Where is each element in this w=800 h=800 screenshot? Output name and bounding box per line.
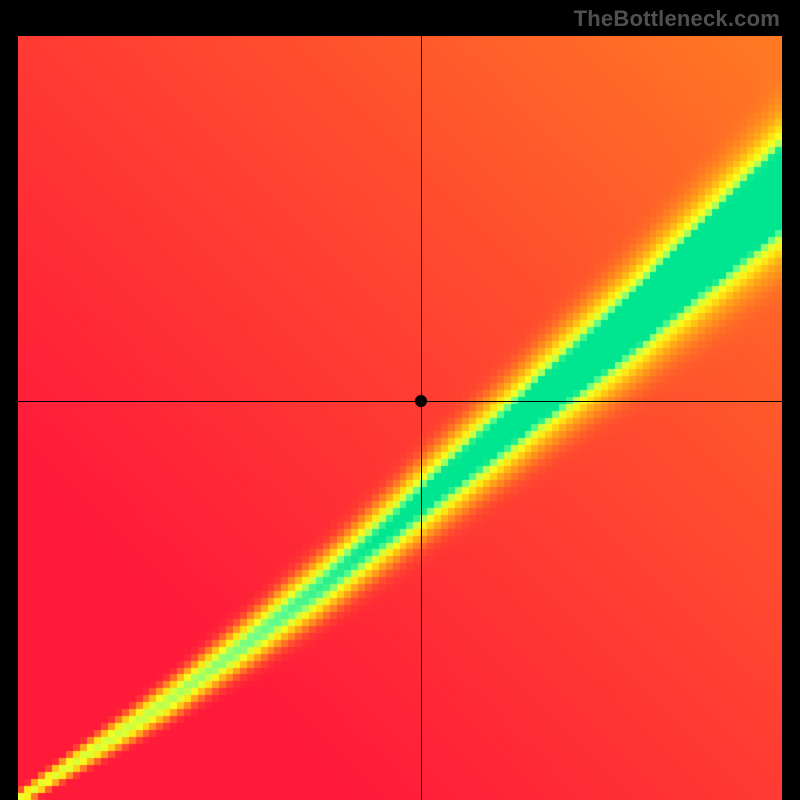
watermark-text: TheBottleneck.com <box>574 6 780 32</box>
chart-frame: TheBottleneck.com <box>0 0 800 800</box>
heatmap-plot <box>18 36 782 800</box>
crosshair-vertical <box>421 36 422 800</box>
crosshair-horizontal <box>18 401 782 402</box>
heatmap-canvas <box>18 36 782 800</box>
crosshair-marker <box>415 395 427 407</box>
